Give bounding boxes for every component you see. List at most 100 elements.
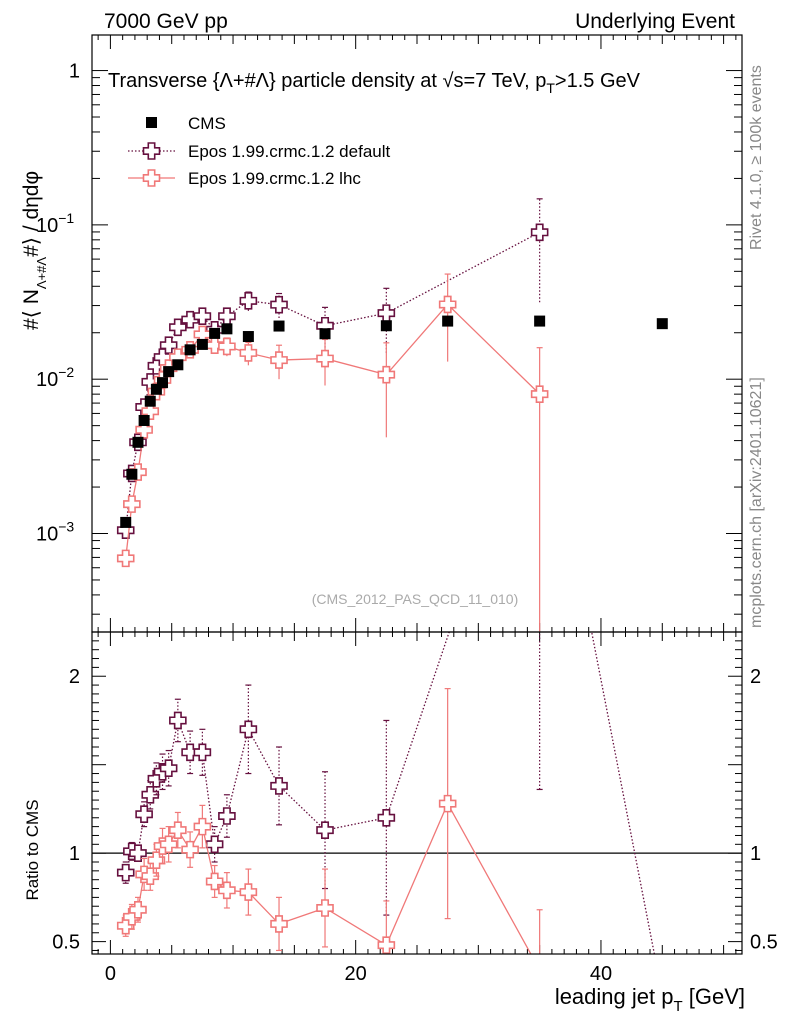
legend-marker-epos-default [142,142,161,160]
cms-data-point [273,320,285,332]
epos-default-ratio-point [135,805,153,824]
cms-data-point [163,366,175,378]
epos-default-ratio-point [239,720,258,739]
epos-lhc-ratio-point [239,883,258,901]
epos-lhc-point [135,420,153,439]
cms-data-point [534,315,546,327]
epos-default-ratio-point [316,821,334,839]
ratio-axis-label: Ratio to CMS [23,799,42,900]
cms-data-point [656,318,668,330]
cms-data-point [319,328,331,340]
epos-default-point [270,295,288,314]
cms-data-point [196,338,208,350]
cms-data-point [157,377,169,389]
chart-title: Transverse {Λ+#Λ} particle density at √s… [108,70,641,96]
epos-lhc-point [530,385,549,403]
ratio-plot-frame [91,631,743,955]
epos-lhc-point [123,495,141,513]
cms-data-point [120,516,132,528]
legend-marker-cms [146,117,157,128]
epos-lhc-ratio-point [205,872,224,891]
epos-lhc-point [438,295,457,314]
epos-default-ratio-point [116,863,135,882]
epos-default-ratio-point [159,759,178,778]
mcplots-label: mcplots.cern.ch [arXiv:2401.10621] [748,377,765,628]
epos-default-point [193,307,212,325]
legend-marker-epos-lhc [142,169,161,187]
epos-lhc-point [141,402,160,421]
header-right: Underlying Event [575,10,735,33]
epos-default-point [239,292,258,310]
epos-lhc-point [116,549,135,568]
legend-label-cms: CMS [188,114,226,133]
ratio-tick-label-right: 2 [750,666,761,688]
x-tick-label: 0 [105,963,116,985]
cms-data-point [132,436,144,448]
cms-data-point [209,327,221,339]
cms-data-point [138,414,150,426]
epos-lhc-ratio-point [129,900,147,919]
cms-data-point [442,315,454,327]
cms-data-point [380,320,392,332]
epos-lhc-point [270,351,288,369]
epos-lhc-point [218,337,236,356]
main-axis-ticks: 10−3 10−2 10−1 1 [36,35,742,632]
epos-lhc-ratio-point [141,867,160,885]
cms-data-point [172,359,184,371]
legend-cross-epos-default [142,142,161,160]
ratio-axis-ticks: 0 20 40 0.5 0.5 1 1 2 2 [52,632,778,985]
epos-lhc-ratio-point [181,840,199,859]
cms-data-point [126,468,138,480]
legend: CMS Epos 1.99.crmc.1.2 default Epos 1.99… [128,114,391,188]
epos-lhc-ratio-point [316,899,334,917]
ratio-tick-label-right: 0.5 [750,932,778,954]
epos-lhc-ratio-point [377,936,396,954]
y-tick-label: 1 [69,61,80,83]
ratio-tick-label-right: 1 [750,843,761,865]
epos-default-point [181,310,199,329]
epos-default-ratio-point [169,711,187,730]
epos-lhc-ratio-point [159,835,178,854]
epos-lhc-ratio-point [270,915,288,933]
y-tick-label: 10−1 [36,210,74,237]
y-tick-label: 10−3 [36,519,74,546]
epos-default-ratio-point [181,743,199,762]
cms-data-point [184,344,196,356]
epos-lhc-ratio-point [169,821,187,839]
cms-data-point [150,383,162,395]
epos-default-ratio-point [377,808,396,827]
y-tick-label: 10−2 [36,364,74,391]
epos-lhc-ratio-point [218,881,236,900]
epos-default-ratio-point [218,807,236,825]
epos-lhc-point [239,344,258,362]
x-tick-label: 40 [590,963,612,985]
epos-lhc-ratio-point [193,817,212,836]
cms-data-point [242,331,254,343]
epos-default-ratio-point [129,844,147,862]
legend-label-epos-lhc: Epos 1.99.crmc.1.2 lhc [188,169,361,188]
ratio-tick-label: 0.5 [52,932,80,954]
epos-lhc-point [316,349,334,368]
main-plot-series [116,198,668,632]
epos-default-ratio-point [205,835,224,854]
x-tick-label: 20 [345,963,367,985]
epos-lhc-ratio-point [147,851,166,870]
legend-cross-epos-lhc [142,169,161,187]
y-axis-label: #⟨ NΛ+#Λ#⟩ / dηdφ [20,171,49,330]
epos-default-point [530,223,549,242]
epos-lhc-point [377,365,396,384]
legend-label-epos-default: Epos 1.99.crmc.1.2 default [188,142,391,161]
analysis-watermark: (CMS_2012_PAS_QCD_11_010) [312,591,519,607]
ratio-plot-series [116,632,656,954]
rivet-label: Rivet 4.1.0, ≥ 100k events [748,65,765,250]
epos-default-ratio-point [193,743,212,762]
header-left: 7000 GeV pp [104,10,228,33]
epos-default-ratio-point [270,777,288,795]
epos-default-point [169,318,187,337]
x-axis-label: leading jet pT [GeV] [555,984,745,1015]
epos-lhc-ratio-point [438,794,457,813]
ratio-tick-label: 1 [69,843,80,865]
epos-default-ratio-point [141,785,160,804]
cms-data-point [144,395,156,407]
